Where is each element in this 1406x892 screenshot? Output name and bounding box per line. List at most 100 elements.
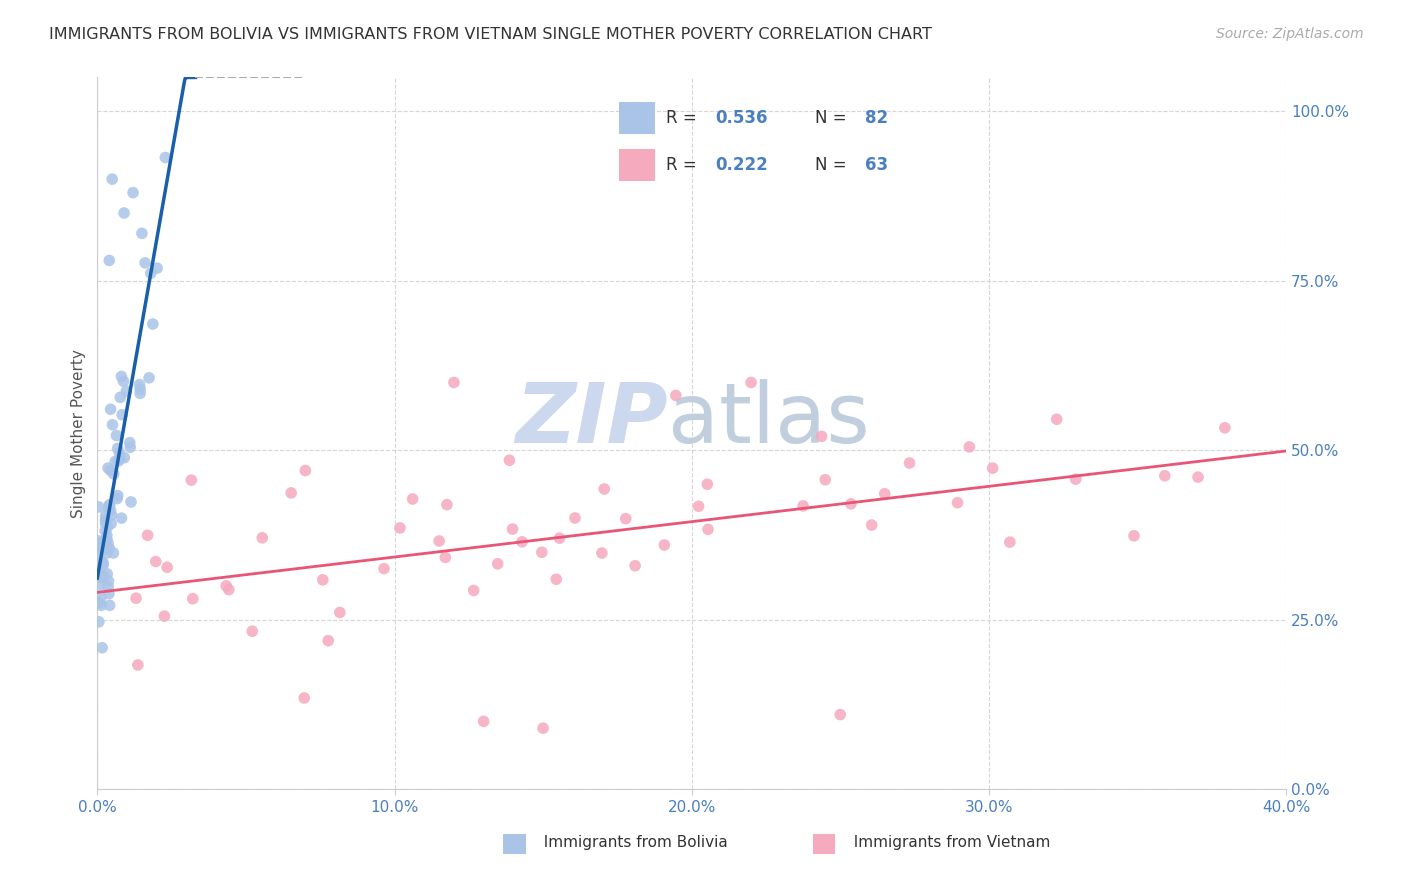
Point xyxy=(830,707,852,722)
Point xyxy=(139,266,162,280)
Point xyxy=(98,599,121,613)
Point xyxy=(530,545,553,559)
Point xyxy=(112,206,135,220)
Point xyxy=(180,473,202,487)
Point xyxy=(155,151,177,165)
Point xyxy=(87,533,110,548)
Point xyxy=(111,408,134,422)
Point xyxy=(860,518,883,533)
Point xyxy=(546,572,568,586)
Point xyxy=(240,624,263,639)
Point xyxy=(463,583,485,598)
Point xyxy=(97,542,120,557)
Point xyxy=(1187,470,1209,484)
Point xyxy=(688,500,710,514)
Point xyxy=(97,461,120,475)
Point xyxy=(1153,468,1175,483)
Point xyxy=(104,454,127,468)
Point xyxy=(486,557,509,571)
Point xyxy=(115,384,138,398)
Point xyxy=(998,535,1021,549)
Point xyxy=(91,555,114,569)
Point xyxy=(90,591,112,605)
Point xyxy=(100,464,122,478)
Point xyxy=(1046,412,1069,426)
Point xyxy=(498,453,520,467)
Point xyxy=(97,519,120,533)
Point xyxy=(105,428,128,442)
Point xyxy=(129,382,152,396)
Point xyxy=(839,497,862,511)
Point xyxy=(614,511,637,525)
Point xyxy=(697,522,720,536)
Point xyxy=(91,570,114,584)
Point xyxy=(1213,421,1236,435)
Point xyxy=(96,533,118,547)
Point xyxy=(145,554,167,568)
Point xyxy=(101,417,124,432)
Point xyxy=(946,496,969,510)
Point xyxy=(654,538,676,552)
Point xyxy=(100,503,122,517)
Point xyxy=(125,591,148,606)
Text: atlas: atlas xyxy=(668,378,870,459)
Point xyxy=(138,371,160,385)
Point xyxy=(107,442,129,456)
Point xyxy=(110,369,132,384)
Point xyxy=(252,531,274,545)
Point xyxy=(98,498,121,512)
Point xyxy=(981,461,1004,475)
Point xyxy=(792,499,814,513)
Point xyxy=(292,691,315,706)
Point xyxy=(94,524,117,538)
Point xyxy=(94,513,117,527)
Point xyxy=(128,377,150,392)
Point xyxy=(89,578,111,592)
Y-axis label: Single Mother Poverty: Single Mother Poverty xyxy=(72,349,86,517)
Point xyxy=(96,566,118,581)
Point xyxy=(1064,472,1087,486)
Point xyxy=(98,498,121,512)
Point xyxy=(696,477,718,491)
Point xyxy=(97,586,120,600)
Point xyxy=(388,521,411,535)
Point xyxy=(814,473,837,487)
Point xyxy=(510,534,533,549)
Point xyxy=(373,561,395,575)
Point xyxy=(665,388,688,402)
Point xyxy=(434,550,457,565)
Point xyxy=(90,570,112,584)
Point xyxy=(153,609,176,624)
Text: Immigrants from Vietnam: Immigrants from Vietnam xyxy=(844,836,1050,850)
Point xyxy=(110,511,132,525)
Point xyxy=(472,714,495,729)
Point xyxy=(89,542,111,557)
Point xyxy=(120,495,142,509)
Point xyxy=(91,558,114,573)
Point xyxy=(87,539,110,553)
Point xyxy=(329,606,352,620)
Point xyxy=(93,534,115,549)
Point xyxy=(87,596,110,610)
Point xyxy=(97,501,120,516)
Point xyxy=(100,508,122,522)
Point xyxy=(1123,529,1146,543)
Point xyxy=(873,487,896,501)
Point xyxy=(100,402,122,417)
Point xyxy=(142,317,165,331)
Point xyxy=(316,633,339,648)
Point xyxy=(548,531,571,545)
Point xyxy=(122,186,145,200)
Point xyxy=(810,429,832,443)
Point xyxy=(94,514,117,528)
Point xyxy=(97,536,120,550)
Point xyxy=(436,498,458,512)
Point xyxy=(127,657,149,672)
Point xyxy=(624,558,647,573)
Point xyxy=(94,508,117,523)
Point xyxy=(443,376,465,390)
Point xyxy=(134,256,156,270)
Point xyxy=(105,491,128,506)
Point xyxy=(591,546,613,560)
Point xyxy=(108,451,131,466)
